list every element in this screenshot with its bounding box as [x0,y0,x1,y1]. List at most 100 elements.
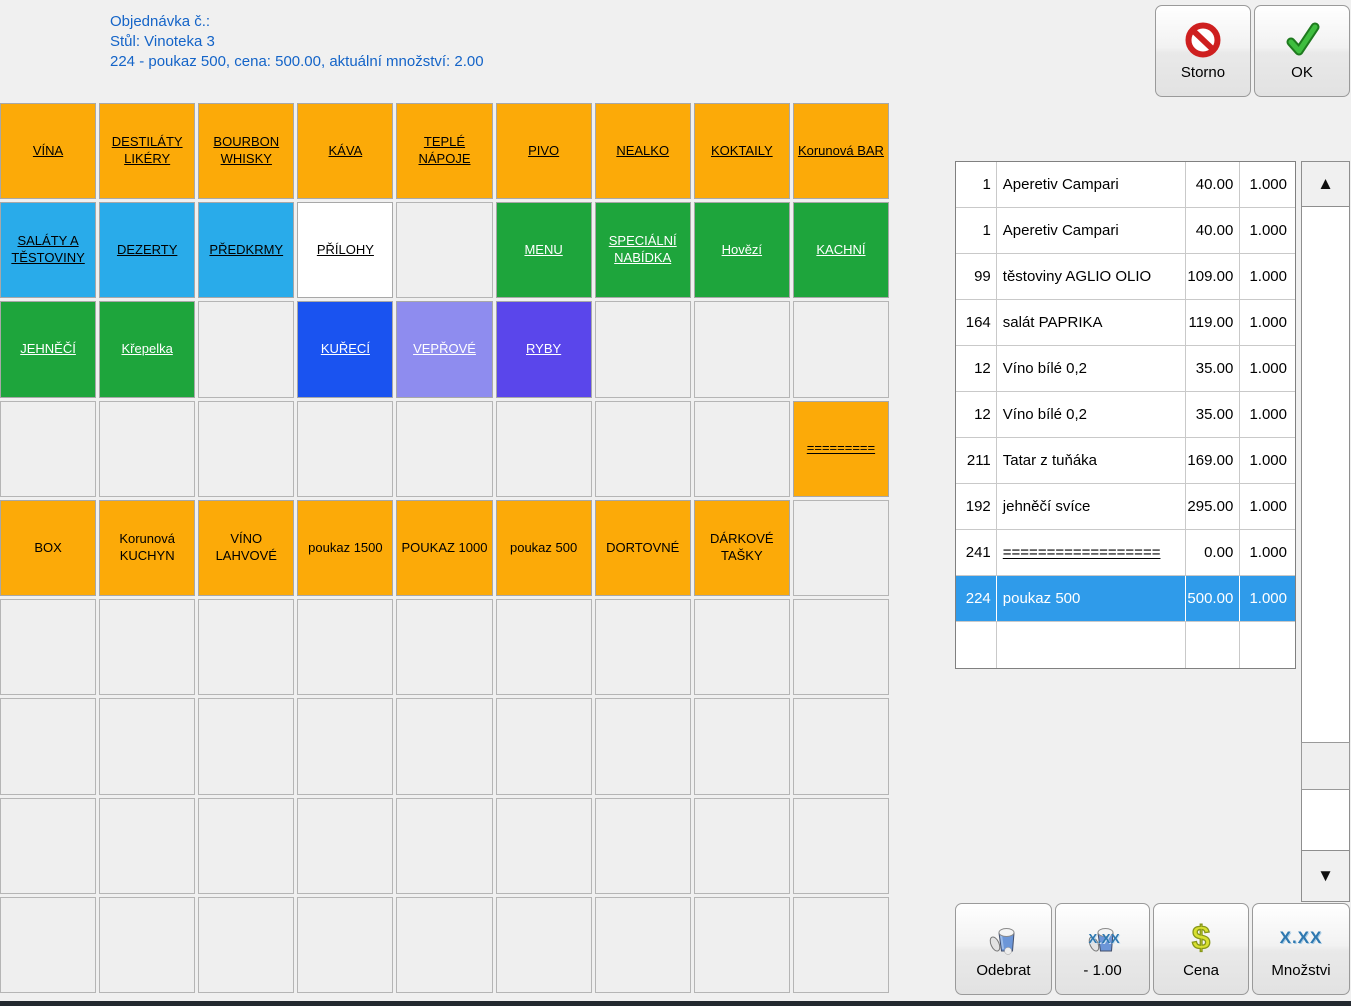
quantity-label: Množstvi [1271,962,1331,979]
grid-button-nealko[interactable]: NEALKO [594,103,691,200]
grid-cell-empty-r4c8 [693,400,790,497]
order-number-label: Objednávka č.: [110,13,211,30]
table-label: Stůl: Vinoteka 3 [110,33,215,50]
grid-cell-empty-r8c9 [792,797,889,894]
order-cell-name: ================== [997,530,1186,575]
order-row-vino-bile-0-2[interactable]: 12 Víno bílé 0,2 35.00 1.000 [956,346,1295,392]
order-row-aperetiv-campari[interactable]: 1 Aperetiv Campari 40.00 1.000 [956,208,1295,254]
grid-cell-empty-r6c4 [297,599,394,696]
order-cell-price: 40.00 [1186,162,1241,207]
order-cell-qty: 1.000 [1249,452,1287,469]
ok-label: OK [1291,64,1313,81]
order-cell-code: 241 [956,530,997,575]
grid-cell-empty-r7c3 [198,698,295,795]
grid-button-destilaty-likery[interactable]: DESTILÁTY LIKÉRY [99,103,196,200]
grid-cell-empty-r7c7 [594,698,691,795]
order-row-tatar-z-tunaka[interactable]: 211 Tatar z tuňáka 169.00 1.000 [956,438,1295,484]
grid-cell-empty-r7c4 [297,698,394,795]
grid-button-kureci[interactable]: KUŘECÍ [297,301,394,398]
grid-cell-empty-r7c5 [396,698,493,795]
grid-button-dezerty[interactable]: DEZERTY [99,202,196,299]
grid-button-prilohy[interactable]: PŘÍLOHY [297,202,394,299]
order-row-aperetiv-campari[interactable]: 1 Aperetiv Campari 40.00 1.000 [956,162,1295,208]
grid-button-poukaz-1500[interactable]: poukaz 1500 [297,499,394,597]
order-cell-price: 40.00 [1186,208,1241,253]
grid-button-box[interactable]: BOX [0,499,97,597]
grid-button-kachni[interactable]: KACHNÍ [792,202,889,299]
order-row-separator[interactable]: 241 ================== 0.00 1.000 [956,530,1295,576]
grid-button-koktaily[interactable]: KOKTAILY [693,103,790,200]
grid-button-poukaz-1000[interactable]: POUKAZ 1000 [396,499,493,597]
grid-cell-empty-r7c8 [693,698,790,795]
grid-cell-empty-r9c9 [792,896,889,993]
remove-item-label: Odebrat [976,962,1031,979]
grid-button-menu[interactable]: MENU [495,202,592,299]
order-cell-qty: 1.000 [1249,268,1287,285]
order-cell-qty: 1.000 [1249,498,1287,515]
order-cell-code: 192 [956,484,997,529]
grid-cell-empty-r8c5 [396,797,493,894]
order-row-vino-bile-0-2[interactable]: 12 Víno bílé 0,2 35.00 1.000 [956,392,1295,438]
grid-button-predkrmy[interactable]: PŘEDKRMY [198,202,295,299]
order-cell-price: 295.00 [1186,484,1241,529]
order-row-testoviny-aglio-olio[interactable]: 99 těstoviny AGLIO OLIO 109.00 1.000 [956,254,1295,300]
order-cell-code: 164 [956,300,997,345]
storno-button[interactable]: Storno [1155,5,1251,97]
order-row-empty[interactable] [956,622,1295,668]
minus-one-button[interactable]: X.XX - 1.00 [1055,903,1150,995]
grid-button-jehneci[interactable]: JEHNĚČÍ [0,301,97,398]
grid-cell-empty-r2c5 [396,202,493,299]
scroll-down-button[interactable]: ▼ [1301,850,1350,902]
price-label: Cena [1183,962,1219,979]
grid-button-vina[interactable]: VÍNA [0,103,97,200]
grid-button-salaty-a-testoviny[interactable]: SALÁTY A TĚSTOVINY [0,202,97,299]
minus-one-label: - 1.00 [1083,962,1122,979]
price-button[interactable]: $ Cena [1153,903,1249,995]
grid-button-bourbon-whisky[interactable]: BOURBON WHISKY [198,103,295,200]
grid-button-specialni-nabidka[interactable]: SPECIÁLNÍ NABÍDKA [594,202,691,299]
order-cell-price: 119.00 [1186,300,1241,345]
grid-cell-empty-r8c2 [99,797,196,894]
grid-button-separator[interactable]: ========= [792,400,889,497]
grid-button-vino-lahvove[interactable]: VÍNO LAHVOVÉ [198,499,295,597]
grid-cell-empty-r3c3 [198,301,295,398]
order-cell-name: Aperetiv Campari [997,208,1186,253]
remove-item-button[interactable]: Odebrat [955,903,1052,995]
order-cell-code: 12 [956,346,997,391]
grid-button-poukaz-500[interactable]: poukaz 500 [495,499,592,597]
order-cell-qty: 1.000 [1249,314,1287,331]
grid-cell-empty-r8c8 [693,797,790,894]
grid-cell-empty-r6c3 [198,599,295,696]
grid-button-korunova-kuchyn[interactable]: Korunová KUCHYN [99,499,196,597]
storno-label: Storno [1180,64,1226,81]
order-cell-qty [1240,622,1295,668]
order-row-salat-paprika[interactable]: 164 salát PAPRIKA 119.00 1.000 [956,300,1295,346]
order-list: 1 Aperetiv Campari 40.00 1.000 1 Aperetiv Cam… [955,161,1296,669]
grid-button-kava[interactable]: KÁVA [297,103,394,200]
order-row-poukaz-500[interactable]: 224 poukaz 500 500.00 1.000 [956,576,1295,622]
order-row-jehneci-svice[interactable]: 192 jehněčí svíce 295.00 1.000 [956,484,1295,530]
quantity-button[interactable]: X.XX Množstvi [1252,903,1350,995]
order-cell-price: 500.00 [1185,576,1241,621]
grid-button-korunova-bar[interactable]: Korunová BAR [792,103,889,200]
scroll-up-button[interactable]: ▲ [1301,161,1350,207]
trash-quantity-icon: X.XX [1085,919,1121,957]
grid-cell-empty-r8c7 [594,797,691,894]
grid-button-veprove[interactable]: VEPŘOVÉ [396,301,493,398]
grid-button-hovezi[interactable]: Hovězí [693,202,790,299]
grid-button-krepelka[interactable]: Křepelka [99,301,196,398]
grid-cell-empty-r8c1 [0,797,97,894]
grid-button-darkove-tasky[interactable]: DÁRKOVÉ TAŠKY [693,499,790,597]
grid-button-pivo[interactable]: PIVO [495,103,592,200]
grid-cell-empty-r9c7 [594,896,691,993]
grid-button-ryby[interactable]: RYBY [495,301,592,398]
grid-cell-empty-r4c5 [396,400,493,497]
grid-button-teple-napoje[interactable]: TEPLÉ NÁPOJE [396,103,493,200]
grid-cell-empty-r8c3 [198,797,295,894]
order-cell-qty: 1.000 [1249,406,1287,423]
ok-button[interactable]: OK [1254,5,1350,97]
order-cell-qty: 1.000 [1249,176,1287,193]
grid-button-dortovne[interactable]: DORTOVNÉ [594,499,691,597]
scrollbar-thumb[interactable] [1301,742,1350,790]
grid-cell-empty-r3c9 [792,301,889,398]
